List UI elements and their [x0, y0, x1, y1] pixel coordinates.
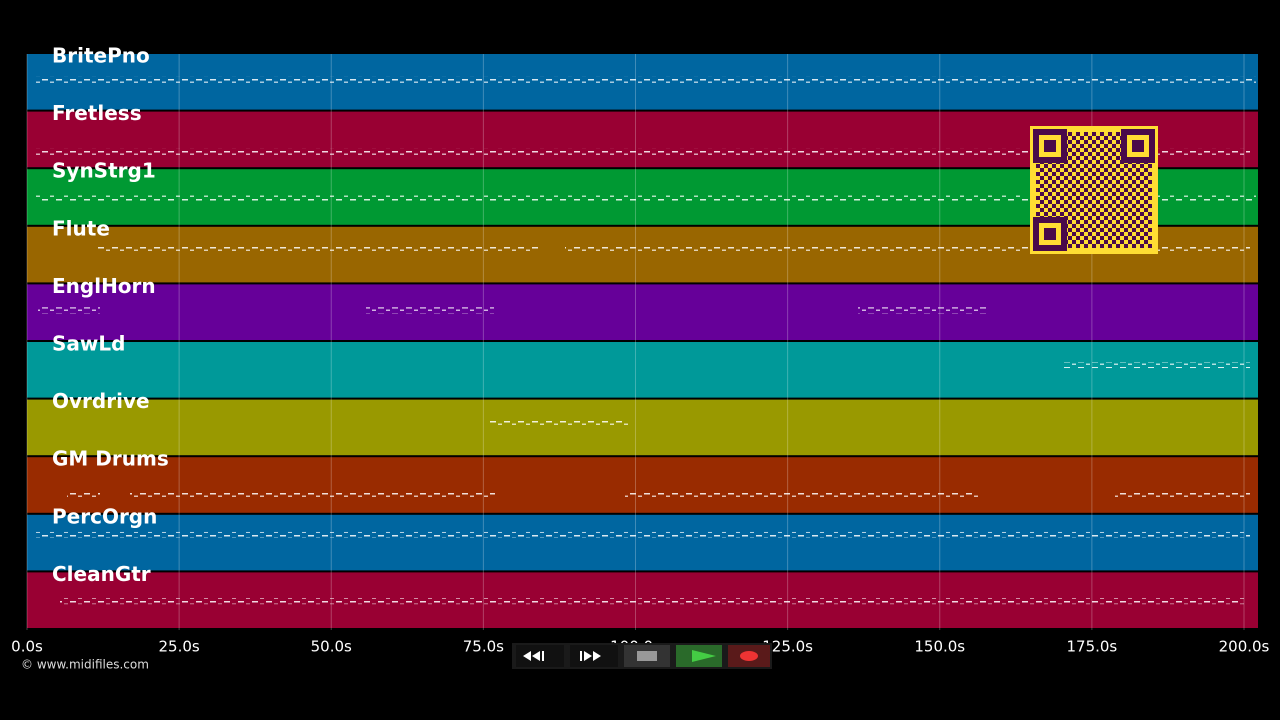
track-name: BritePno	[52, 44, 150, 68]
track-row	[27, 514, 1258, 571]
track-name: Fretless	[52, 101, 142, 125]
tick-label: 150.0s	[914, 638, 965, 656]
rewind-button[interactable]	[516, 645, 564, 667]
fast-forward-button[interactable]	[570, 645, 618, 667]
stop-button[interactable]	[624, 645, 670, 667]
note-band	[625, 491, 980, 498]
note-band	[38, 307, 100, 314]
note-band	[565, 246, 1250, 253]
time-axis: 0.0s25.0s50.0s75.0s100.0s125.0s150.0s175…	[11, 638, 1269, 656]
track-name: Ovrdrive	[52, 389, 150, 413]
note-band	[1064, 362, 1250, 369]
note-band	[35, 531, 1250, 538]
time-grid	[26, 54, 1245, 630]
transport-controls	[512, 643, 772, 669]
tick-label: 25.0s	[159, 638, 200, 656]
note-band	[366, 307, 494, 314]
record-button[interactable]	[728, 645, 770, 667]
track-rows	[27, 54, 1258, 628]
note-band	[60, 598, 1245, 605]
track-name: GM Drums	[52, 447, 169, 471]
track-labels: BritePno Fretless SynStrg1 Flute EnglHorn Saw…	[52, 44, 169, 586]
track-row	[27, 284, 1258, 340]
credit: © www.midifiles.com	[21, 658, 149, 672]
tick-label: 125.0s	[762, 638, 813, 656]
tick-label: 75.0s	[463, 638, 504, 656]
note-band	[130, 491, 495, 498]
play-button[interactable]	[676, 645, 722, 667]
track-row	[27, 342, 1258, 398]
tick-label: 50.0s	[311, 638, 352, 656]
qr-code	[1030, 126, 1158, 254]
note-band	[490, 420, 628, 427]
note-band	[35, 148, 1250, 155]
track-row	[27, 399, 1258, 456]
tick-label: 200.0s	[1219, 638, 1270, 656]
track-row	[27, 457, 1258, 513]
note-band	[35, 195, 1256, 201]
track-name: SawLd	[52, 332, 125, 356]
note-band	[1115, 491, 1250, 498]
track-name: PercOrgn	[52, 504, 157, 528]
track-name: EnglHorn	[52, 274, 156, 298]
tick-label: 175.0s	[1066, 638, 1117, 656]
note-band	[98, 246, 540, 253]
track-name: SynStrg1	[52, 159, 156, 183]
note-band	[858, 307, 988, 314]
track-name: Flute	[52, 216, 110, 240]
note-band	[35, 76, 1256, 83]
note-band	[67, 491, 100, 498]
track-name: CleanGtr	[52, 562, 151, 586]
tick-label: 0.0s	[11, 638, 43, 656]
